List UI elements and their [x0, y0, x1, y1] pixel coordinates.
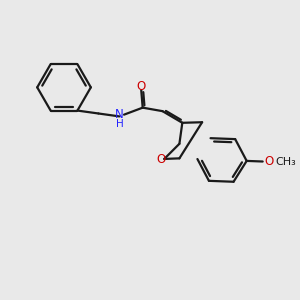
Text: O: O [136, 80, 146, 93]
Text: H: H [116, 119, 123, 129]
Text: N: N [115, 108, 124, 121]
Text: O: O [264, 155, 273, 168]
Text: CH₃: CH₃ [275, 157, 296, 166]
Text: O: O [157, 153, 166, 166]
